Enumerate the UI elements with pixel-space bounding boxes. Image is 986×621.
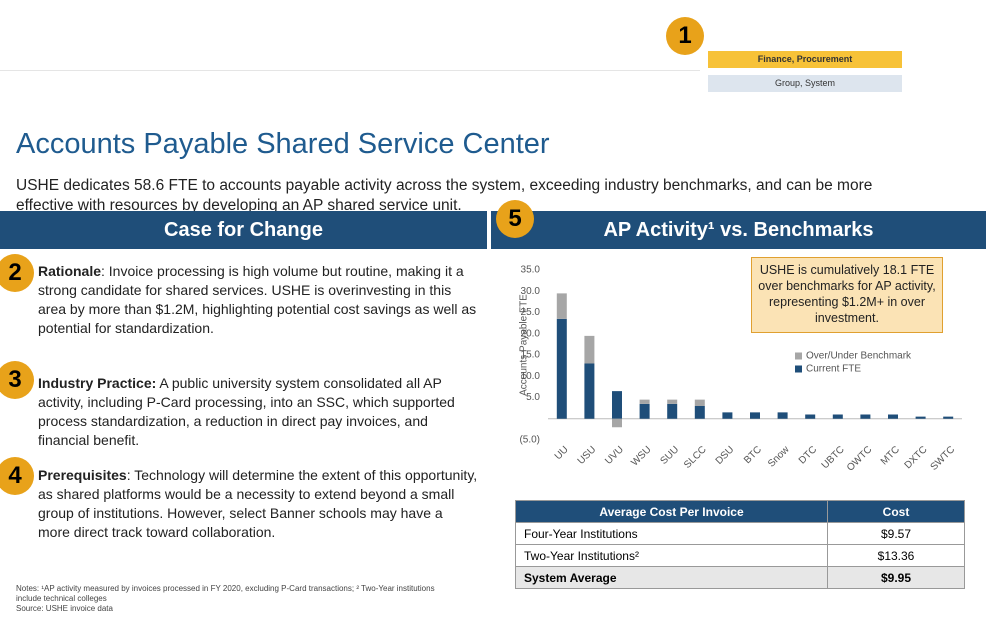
- x-tick-label: Snow: [766, 444, 792, 470]
- cell: $9.95: [827, 566, 965, 589]
- bar: [694, 406, 705, 419]
- x-tick-label: WSU: [629, 444, 653, 468]
- bar: [915, 416, 926, 419]
- annotation: USHE is cumulatively 18.1 FTE over bench…: [751, 257, 943, 333]
- title: Accounts Payable Shared Service Center: [16, 128, 550, 160]
- rule: [0, 70, 700, 71]
- x-tick-label: SWTC: [929, 444, 958, 473]
- legend-swatch: [795, 352, 802, 360]
- note: Notes: ¹AP activity measured by invoices…: [16, 584, 435, 603]
- y-tick-label: (5.0): [519, 435, 540, 446]
- cell: System Average: [515, 566, 828, 589]
- bar: [943, 416, 954, 419]
- bar: [860, 414, 871, 419]
- y-tick-label: 35.0: [521, 265, 541, 276]
- subtitle: USHE dedicates 58.6 FTE to accounts paya…: [16, 177, 873, 214]
- x-tick-label: SLCC: [682, 444, 709, 471]
- x-tick-label: USU: [576, 444, 599, 467]
- y-tick-label: 5.0: [526, 392, 540, 403]
- cost-table: Average Cost Per Invoice Cost Four-Year …: [515, 500, 965, 589]
- table-row: System Average $9.95: [515, 566, 965, 589]
- bar: [805, 414, 816, 419]
- chart: Accounts Payable FTE 35.0 30.0 25.0 20.0 15.…: [519, 265, 962, 474]
- bar: [639, 399, 650, 404]
- note: Source: USHE invoice data: [16, 604, 113, 613]
- bar: [777, 412, 788, 419]
- y-tick-label: 15.0: [521, 350, 541, 361]
- badge: 2: [0, 254, 34, 292]
- x-tick-label: OWTC: [845, 444, 874, 473]
- bar: [612, 391, 622, 419]
- table-header: Average Cost Per Invoice Cost: [515, 500, 965, 523]
- header-cell: Average Cost Per Invoice: [515, 500, 828, 523]
- point-text: A public university system consolidated …: [38, 375, 455, 448]
- y-axis-label: Accounts Payable FTE: [519, 294, 530, 396]
- header-cell: Cost: [827, 500, 965, 523]
- point: Industry Practice: A public university s…: [38, 374, 478, 450]
- y-tick-label: 30.0: [521, 286, 541, 297]
- legend-label: Over/Under Benchmark: [806, 351, 912, 362]
- table-row: Four-Year Institutions $9.57: [515, 522, 965, 545]
- point-label: Rationale: [38, 263, 102, 279]
- x-tick-label: DTC: [797, 444, 819, 466]
- point-label: Industry Practice:: [38, 375, 157, 391]
- y-tick-label: 25.0: [521, 307, 541, 318]
- bar: [694, 399, 705, 406]
- bar: [667, 399, 678, 404]
- legend-swatch: [795, 365, 802, 373]
- x-tick-label: MTC: [879, 444, 902, 467]
- bar: [584, 335, 595, 364]
- y-tick-label: 10.0: [521, 371, 541, 382]
- x-tick-label: UBTC: [820, 444, 847, 471]
- point: Prerequisites: Technology will determine…: [38, 466, 478, 542]
- point-text: : Technology will determine the extent o…: [38, 467, 478, 540]
- x-tick-label: SUU: [658, 444, 681, 467]
- x-tick-label: BTC: [742, 444, 764, 466]
- bar: [584, 363, 595, 419]
- point: Rationale: Invoice processing is high vo…: [38, 262, 478, 338]
- bar: [832, 414, 843, 419]
- bar: [722, 412, 733, 419]
- x-tick-label: DXTC: [903, 444, 930, 471]
- notes: Notes: ¹AP activity measured by invoices…: [16, 584, 436, 614]
- bar: [639, 403, 650, 419]
- legend-label: Current FTE: [806, 364, 861, 375]
- badge: 4: [0, 457, 34, 495]
- badge: 3: [0, 361, 34, 399]
- bar: [750, 412, 760, 419]
- point-text: : Invoice processing is high volume but …: [38, 263, 477, 336]
- cell: Four-Year Institutions: [515, 522, 828, 545]
- table-row: Two-Year Institutions² $13.36: [515, 544, 965, 567]
- y-tick-label: 20.0: [521, 328, 541, 339]
- x-tick-label: UVU: [603, 444, 626, 467]
- tag: Group, System: [708, 75, 902, 92]
- section-header: Case for Change: [0, 211, 487, 249]
- bar: [556, 293, 567, 319]
- badge: 1: [666, 17, 704, 55]
- cell: Two-Year Institutions²: [515, 544, 828, 567]
- bar: [667, 403, 678, 419]
- bar: [612, 418, 622, 428]
- section-header: AP Activity¹ vs. Benchmarks: [491, 211, 986, 249]
- point-label: Prerequisites: [38, 467, 127, 483]
- bar: [556, 318, 567, 419]
- bar: [888, 414, 898, 419]
- cell: $13.36: [827, 544, 965, 567]
- badge: 5: [496, 200, 534, 238]
- tag: Finance, Procurement: [708, 51, 902, 68]
- x-tick-label: DSU: [714, 444, 737, 467]
- x-tick-label: UU: [553, 444, 571, 462]
- cell: $9.57: [827, 522, 965, 545]
